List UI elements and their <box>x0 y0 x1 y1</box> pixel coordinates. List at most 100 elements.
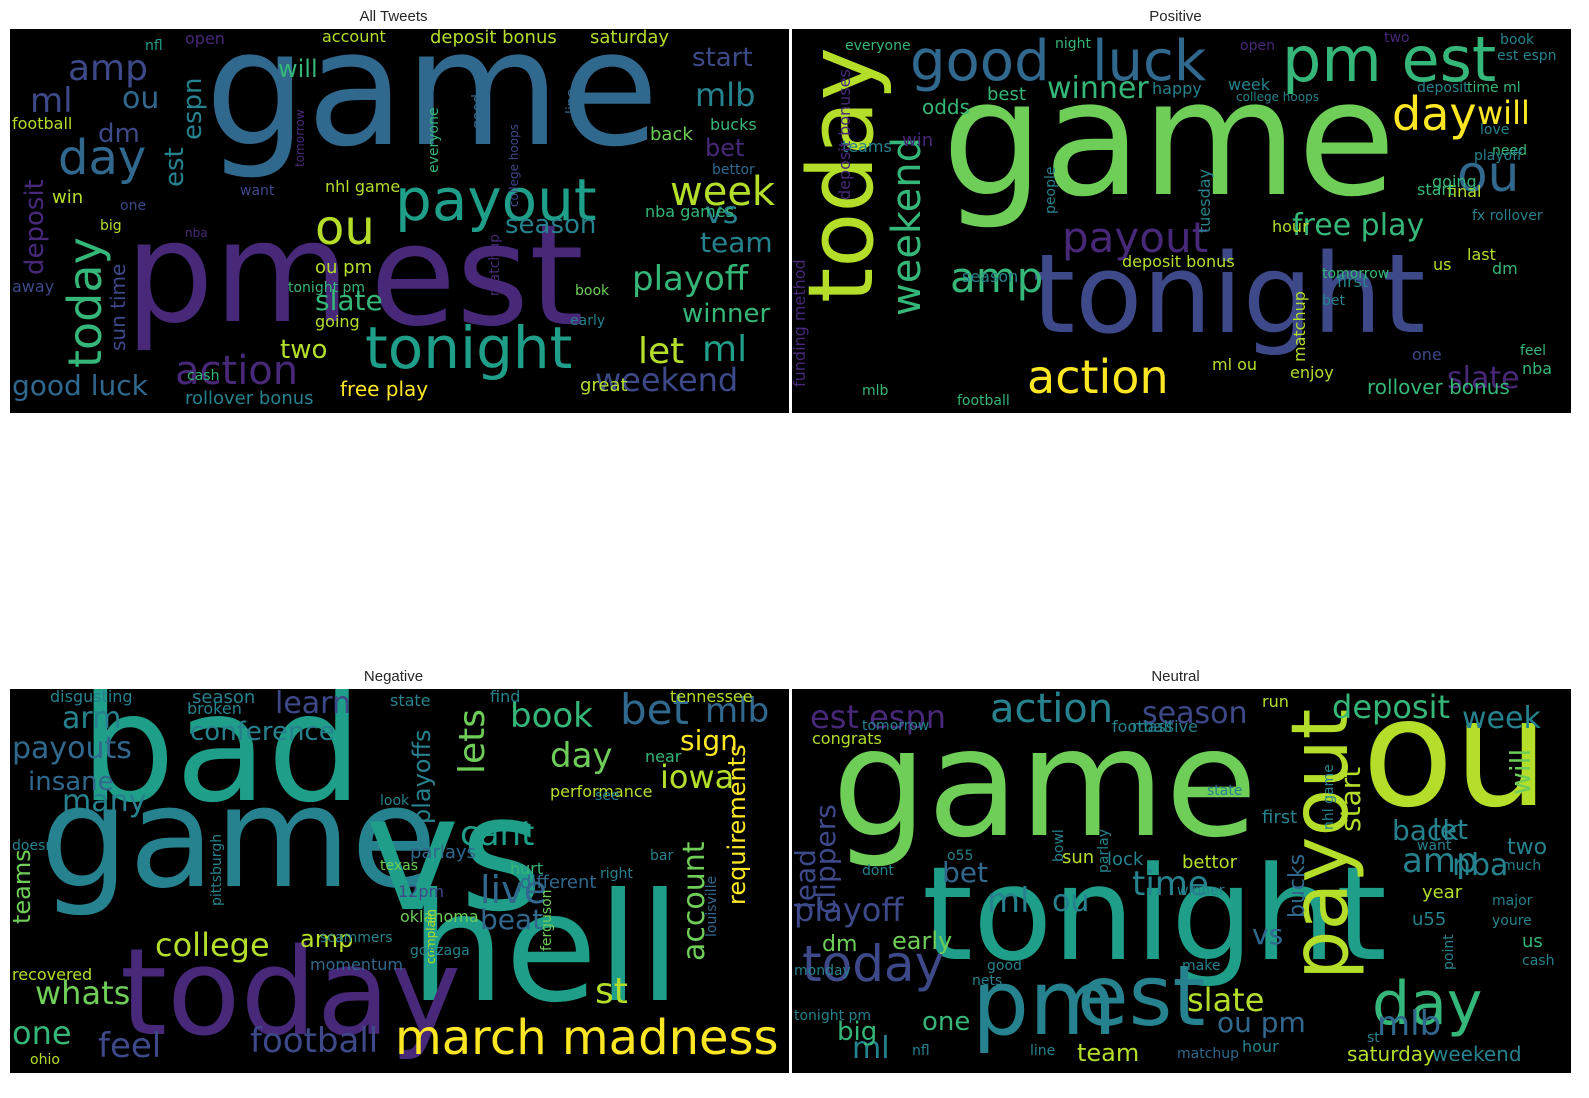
cloud-word: one <box>120 198 147 214</box>
cloud-word: payout <box>1276 708 1366 980</box>
cloud-word: bet <box>620 689 689 734</box>
cloud-word: football <box>957 393 1010 409</box>
cloud-word: deposit <box>20 179 50 275</box>
cloud-word: start <box>692 43 753 73</box>
cloud-word: fx rollover <box>1472 208 1543 224</box>
cloud-word: college hoops <box>507 124 521 207</box>
cloud-word: bad <box>80 689 363 836</box>
cloud-word: good <box>470 94 486 129</box>
cloud-word: weekend <box>884 136 930 316</box>
cloud-word: est <box>1077 947 1206 1045</box>
cloud-word: will <box>278 55 318 83</box>
cloud-word: gonzaga <box>410 943 470 959</box>
cloud-word: hour <box>1242 1037 1279 1056</box>
cloud-word: look <box>380 793 410 809</box>
cloud-word: today <box>802 935 945 993</box>
cloud-word: line <box>564 88 580 114</box>
cloud-word: free play <box>340 377 429 401</box>
cloud-word: bet <box>942 856 988 889</box>
cloud-word: amp <box>68 48 148 89</box>
cloud-word: team <box>1077 1039 1140 1067</box>
cloud-word: bet <box>705 134 745 162</box>
cloud-word: march madness <box>395 1010 779 1066</box>
cloud-word: matchup <box>1177 1046 1240 1062</box>
cloud-word: oklahoma <box>400 907 479 926</box>
cloud-word: see <box>595 788 620 804</box>
cloud-word: youre <box>1492 913 1532 929</box>
cloud-word: est espn <box>1497 48 1557 64</box>
cloud-word: clippers <box>809 804 842 914</box>
cloud-word: ml <box>852 1031 890 1066</box>
cloud-word: bowl <box>1051 829 1067 862</box>
cloud-word: best <box>987 84 1026 105</box>
cloud-word: today <box>120 924 462 1063</box>
cloud-word: back <box>1392 814 1459 847</box>
cloud-word: est <box>370 195 584 358</box>
cloud-word: find <box>490 689 521 706</box>
cloud-word: feel <box>1520 343 1547 359</box>
cloud-word: tonight pm <box>794 1008 872 1024</box>
cloud-word: ou <box>1052 884 1090 919</box>
cloud-word: vs <box>365 760 544 947</box>
cloud-word: big <box>100 218 122 234</box>
cloud-word: matchup <box>1290 291 1309 362</box>
cloud-word: disgusting <box>50 689 133 706</box>
cloud-word: year <box>1422 882 1463 903</box>
cloud-word: first <box>1337 272 1369 291</box>
cloud-word: will <box>1477 94 1530 132</box>
cloud-word: playoff <box>794 891 904 929</box>
cloud-word: ferguson <box>539 889 555 951</box>
cloud-word: teams <box>842 137 892 156</box>
cloud-word: back <box>650 124 693 145</box>
cloud-word: bettor <box>712 162 755 178</box>
cloud-word: will <box>1504 748 1537 795</box>
cloud-word: hell <box>410 862 681 1036</box>
cloud-word: game <box>832 697 1258 871</box>
cloud-word: going <box>315 312 360 331</box>
cloud-word: good <box>987 958 1022 974</box>
cloud-word: texas <box>380 858 419 874</box>
cloud-word: away <box>12 277 55 296</box>
cloud-word: run <box>1262 692 1289 711</box>
cloud-word: state <box>390 691 431 710</box>
word-cloud-all-tweets: game pm est payout tonight today day amp ml ou ou a… <box>10 29 789 413</box>
cloud-word: people <box>1043 166 1059 214</box>
cloud-word: college <box>155 926 270 964</box>
cloud-word: doesnt <box>12 838 60 854</box>
cloud-word: teams <box>10 849 36 924</box>
cloud-word: two <box>280 335 328 365</box>
cloud-word: ohio <box>30 1052 60 1068</box>
cloud-word: great <box>580 375 628 396</box>
cloud-word: payouts <box>12 731 132 766</box>
cloud-word: day <box>550 736 613 776</box>
cloud-word: weekend <box>595 361 739 399</box>
cloud-word: scammers <box>320 930 393 946</box>
cloud-word: let <box>638 331 685 372</box>
cloud-word: need <box>1492 143 1527 159</box>
cloud-word: book <box>1500 32 1535 48</box>
cloud-word: week <box>670 169 776 215</box>
cloud-word: one <box>12 1014 72 1052</box>
cloud-word: nhl game <box>1321 764 1337 830</box>
cloud-word: us <box>1522 931 1543 952</box>
cloud-word: action <box>990 689 1114 732</box>
cloud-word: cash <box>187 368 220 384</box>
cloud-word: early <box>892 927 953 955</box>
cloud-word: start <box>1417 180 1455 199</box>
cloud-word: let <box>1432 813 1468 846</box>
word-cloud-positive: game tonight today pm est good luck weekend act… <box>792 29 1571 413</box>
cloud-word: matchup <box>487 233 503 296</box>
cloud-word: season <box>1142 696 1248 731</box>
cloud-word: rollover bonus <box>185 388 314 409</box>
cloud-word: bucks <box>710 115 757 134</box>
cloud-word: tennessee <box>670 689 753 706</box>
cloud-word: slate <box>1187 981 1265 1019</box>
cloud-word: nba <box>1522 359 1553 378</box>
cloud-word: ou pm <box>315 257 373 278</box>
cloud-word: ml <box>30 81 73 121</box>
cloud-word: college hoops <box>1236 90 1319 104</box>
cloud-word: feel <box>98 1026 162 1066</box>
cloud-word: week <box>1228 75 1271 94</box>
cloud-word: performance <box>550 782 653 801</box>
cloud-word: start <box>1334 766 1367 832</box>
